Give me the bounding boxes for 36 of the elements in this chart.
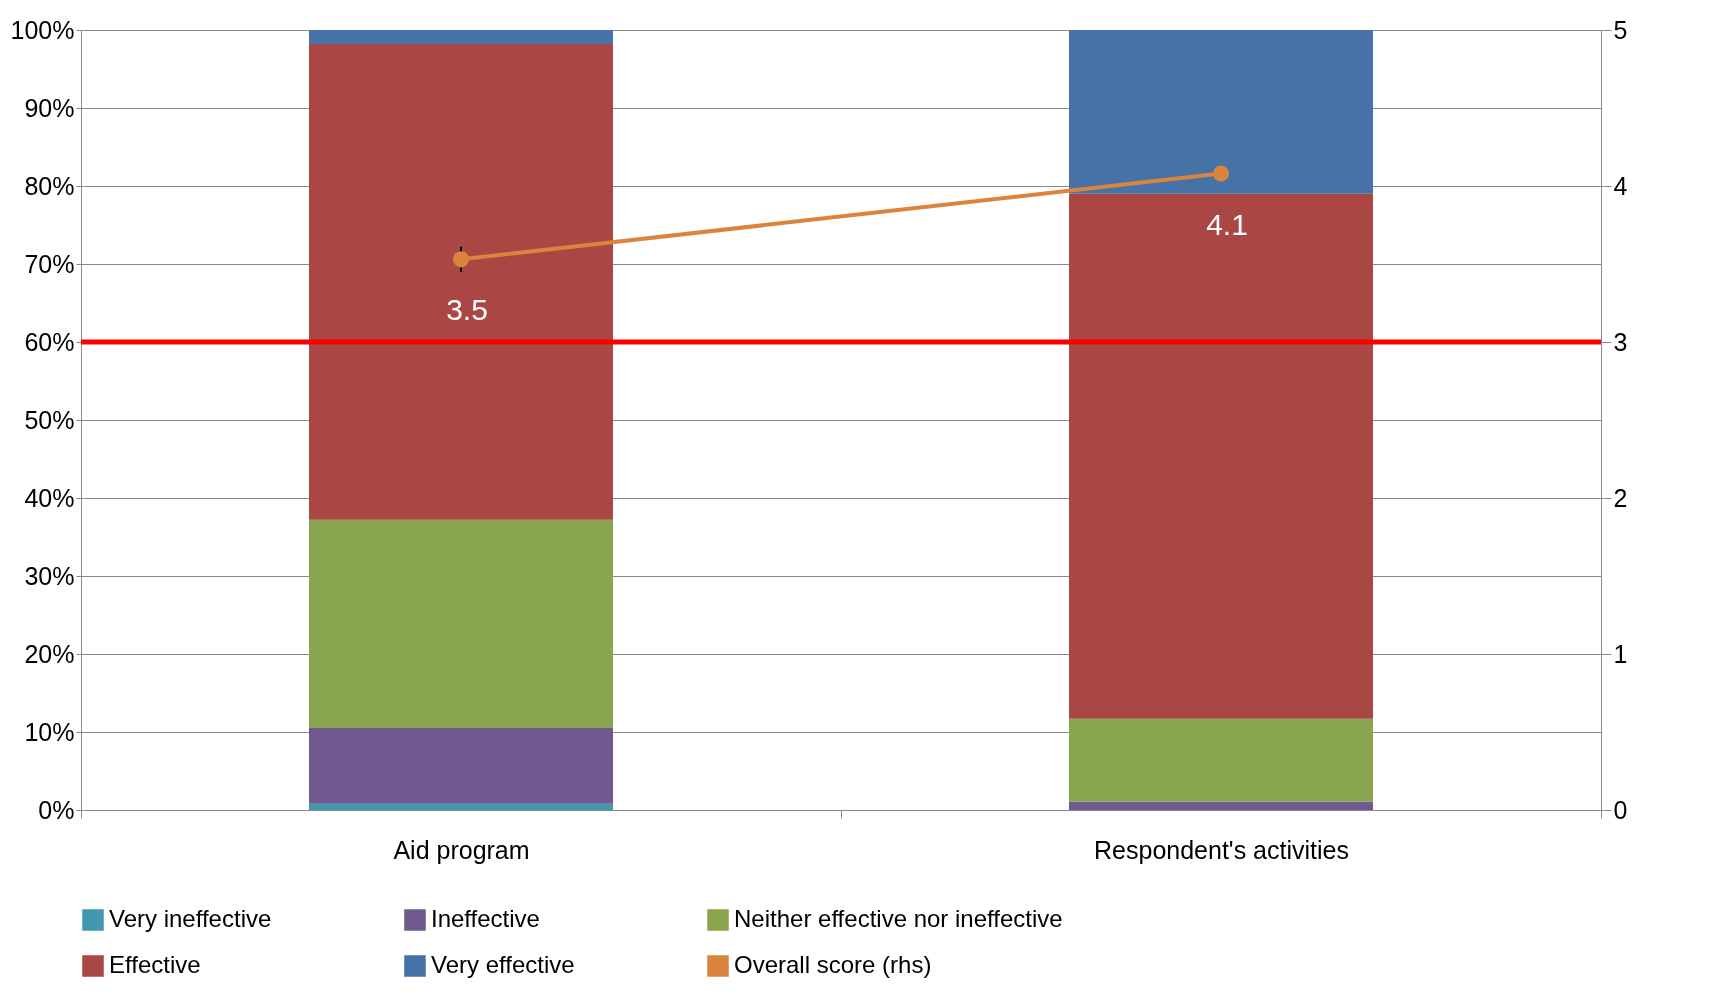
bar [1069, 801, 1373, 810]
y-tick-label: 50% [24, 405, 75, 434]
bar [1069, 193, 1373, 719]
legend-label: Very effective [431, 951, 575, 978]
bar [309, 44, 613, 520]
y-tick-label: 40% [24, 483, 75, 512]
legend-label: Effective [109, 951, 201, 978]
legend-label: Ineffective [431, 905, 540, 932]
legend-label: Overall score (rhs) [734, 951, 932, 978]
y-tick-label: 0% [38, 795, 75, 824]
legend-label: Neither effective nor ineffective [734, 905, 1063, 932]
bar [309, 803, 613, 810]
y2-tick-label: 4 [1613, 171, 1628, 200]
y-tick-label: 100% [10, 15, 75, 44]
y2-tick-label: 5 [1613, 15, 1628, 44]
bar [309, 519, 613, 729]
y2-tick-label: 2 [1613, 483, 1628, 512]
y-tick-label: 10% [24, 717, 75, 746]
x-tick-label: Respondent's activities [1094, 835, 1349, 864]
y-tick-label: 90% [24, 93, 75, 122]
x-tick-label: Aid program [393, 835, 530, 864]
y-tick-label: 20% [24, 639, 75, 668]
bar [1069, 718, 1373, 802]
y-tick-label: 60% [24, 327, 75, 356]
data-label: 3.5 [446, 293, 488, 327]
y-tick-label: 70% [24, 249, 75, 278]
data-label: 4.1 [1206, 207, 1248, 241]
bar [309, 30, 613, 45]
bar [1069, 30, 1373, 194]
y2-tick-label: 0 [1613, 795, 1628, 824]
y2-tick-label: 1 [1613, 639, 1628, 668]
bar [309, 728, 613, 804]
y-tick-label: 80% [24, 171, 75, 200]
y2-tick-label: 3 [1613, 327, 1628, 356]
legend-label: Very ineffective [109, 905, 272, 932]
y-tick-label: 30% [24, 561, 75, 590]
